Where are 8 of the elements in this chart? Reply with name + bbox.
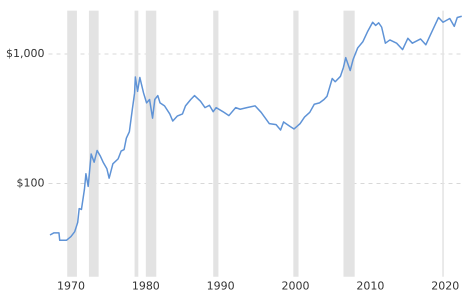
x-tick-label: 2020 — [431, 279, 460, 292]
x-tick-label: 2010 — [356, 279, 384, 292]
x-tick-label: 1970 — [56, 279, 85, 292]
y-tick-label: $1,000 — [6, 46, 44, 60]
y-tick-label: $100 — [16, 176, 44, 190]
x-tick-label: 1990 — [206, 279, 235, 292]
x-tick-label: 2000 — [282, 279, 310, 292]
x-tick-label: 1980 — [132, 279, 160, 292]
